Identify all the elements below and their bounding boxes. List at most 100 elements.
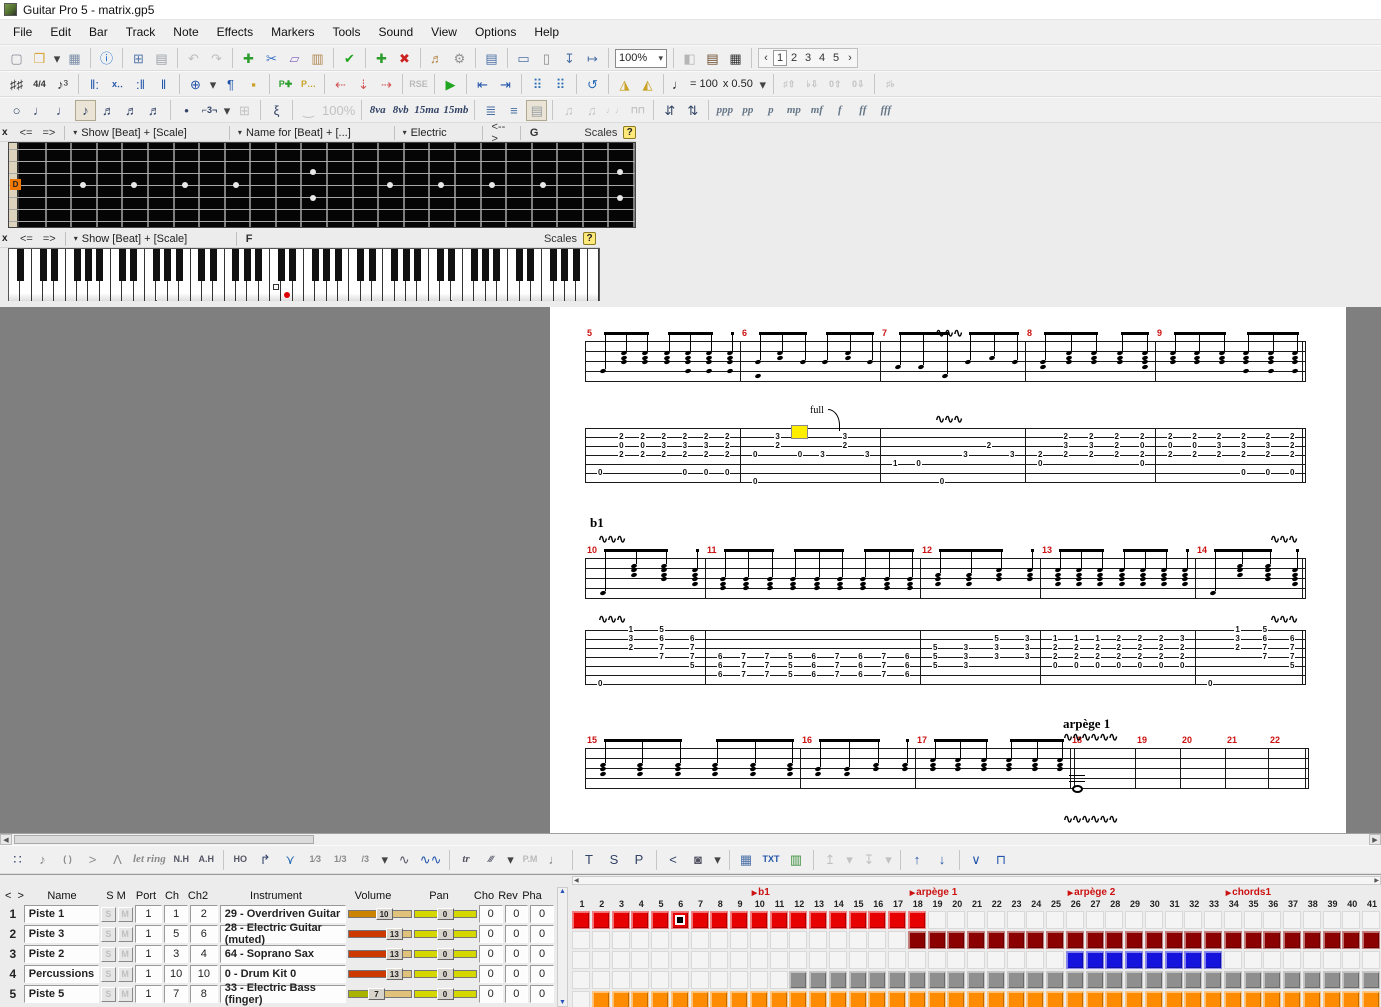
ghost-note-button[interactable]: ( ) — [63, 854, 72, 864]
timeline-cell[interactable] — [1263, 971, 1282, 989]
timeline-cell[interactable] — [789, 951, 808, 969]
timeline-cell[interactable] — [868, 991, 887, 1007]
tab-fret-number[interactable]: 0 — [752, 450, 759, 459]
scroll-down-button[interactable]: ↧ — [564, 50, 575, 66]
timeline-cell[interactable] — [749, 991, 768, 1007]
timeline-cell[interactable] — [1065, 971, 1084, 989]
timeline-cell[interactable] — [848, 991, 867, 1007]
track-row[interactable]: 4 Percussions S M 1 10 10 0 - Drum Kit 0 13 0 0 0 0 — [2, 965, 556, 983]
timeline-cell[interactable] — [690, 951, 709, 969]
timeline-marker-arpège-1[interactable]: ▶arpège 1 — [909, 887, 958, 898]
timeline-cell[interactable] — [1026, 991, 1045, 1007]
brush-up-button[interactable]: ↑ — [913, 852, 921, 867]
timeline-cell[interactable] — [888, 991, 906, 1007]
bend-button[interactable]: ↱ — [259, 852, 271, 867]
timeline-cell[interactable] — [868, 971, 887, 989]
tab-fret-number[interactable]: 2 — [1073, 643, 1080, 652]
tab-fret-number[interactable]: 2 — [1157, 634, 1165, 643]
timeline-cell[interactable] — [868, 911, 887, 929]
tab-fret-number[interactable]: 2 — [1113, 450, 1120, 459]
tab-fret-number[interactable]: 0 — [1139, 441, 1146, 450]
track-port[interactable]: 1 — [134, 925, 163, 943]
timeline-cell[interactable] — [789, 931, 808, 949]
timeline-cell[interactable] — [591, 991, 610, 1007]
tab-fret-number[interactable]: 0 — [1157, 661, 1165, 670]
timeline-cell[interactable] — [1342, 951, 1361, 969]
print-button[interactable]: ▤ — [155, 50, 168, 66]
track-name[interactable]: Piste 2 — [23, 945, 99, 963]
tab-fret-number[interactable]: 2 — [1191, 450, 1198, 459]
pan-slider[interactable]: 0 — [413, 945, 477, 963]
timeline-cell[interactable] — [710, 911, 729, 929]
tab-fret-number[interactable]: 2 — [1167, 450, 1174, 459]
tab-fret-number[interactable]: 3 — [1024, 634, 1031, 643]
timeline-cell[interactable] — [591, 951, 610, 969]
tab-fret-number[interactable]: 2 — [724, 432, 731, 441]
tab-fret-number[interactable]: 6 — [1289, 634, 1296, 643]
tab-fret-number[interactable]: 2 — [1052, 652, 1059, 661]
tab-fret-number[interactable]: 2 — [1240, 450, 1247, 459]
repeat-open-button[interactable]: ‖: — [90, 76, 99, 92]
tab-fret-number[interactable]: 2 — [1088, 432, 1095, 441]
let-ring-button[interactable]: let ring — [133, 853, 166, 865]
tremolo-picking-button[interactable]: ∕∕∕ — [488, 854, 494, 864]
tab-fret-number[interactable]: 0 — [1289, 468, 1296, 477]
track-ch[interactable]: 1 — [164, 905, 189, 923]
timeline-cell[interactable] — [1065, 931, 1084, 949]
timeline-cell[interactable] — [888, 911, 906, 929]
tab-fret-number[interactable]: 7 — [1261, 643, 1269, 652]
timeline-cell[interactable] — [1223, 911, 1242, 929]
timeline-cell[interactable] — [769, 911, 788, 929]
tab-fret-number[interactable]: 1 — [627, 625, 635, 634]
tab-fret-number[interactable]: 3 — [1179, 634, 1186, 643]
tab-fret-number[interactable]: 3 — [1009, 450, 1016, 459]
tab-fret-number[interactable]: 5 — [932, 643, 939, 652]
timeline-cell[interactable] — [947, 971, 966, 989]
track-pha[interactable]: 0 — [530, 945, 554, 963]
menu-view[interactable]: View — [431, 25, 457, 39]
track-instrument[interactable]: 64 - Soprano Sax — [219, 945, 347, 963]
timeline-cell[interactable] — [710, 991, 729, 1007]
timeline-cell[interactable] — [907, 911, 926, 929]
tab-fret-number[interactable]: 7 — [740, 652, 747, 661]
track-rev[interactable]: 0 — [504, 925, 529, 943]
menu-help[interactable]: Help — [534, 25, 560, 39]
tuplet-dropdown[interactable]: ▾ — [223, 102, 231, 118]
dynamic-f-button[interactable]: f — [838, 103, 842, 116]
keyboard-toggle-button[interactable]: ▦ — [729, 50, 742, 66]
page-setup-button[interactable]: ⊞ — [133, 50, 144, 66]
timeline-cell[interactable] — [690, 911, 709, 929]
timeline-marker-b1[interactable]: ▶b1 — [751, 887, 770, 898]
timeline-cell[interactable] — [1105, 971, 1124, 989]
keyboard-prev-beat-button[interactable]: <= — [20, 232, 33, 245]
timeline-cell[interactable] — [1184, 991, 1203, 1007]
tab-fret-number[interactable]: 5 — [932, 652, 939, 661]
tab-fret-number[interactable]: 2 — [841, 441, 849, 450]
volume-slider[interactable]: 13 — [348, 965, 412, 983]
piano-white-key[interactable] — [372, 249, 384, 301]
tab-fret-number[interactable]: 2 — [1179, 643, 1186, 652]
prev-page-button[interactable]: ‹ — [764, 52, 768, 64]
timeline-cell[interactable] — [927, 911, 946, 929]
dynamic-fff-button[interactable]: fff — [880, 103, 892, 116]
track-cho[interactable]: 0 — [478, 945, 503, 963]
volume-thumb[interactable]: 7 — [368, 988, 385, 1000]
alternate-ending-button[interactable]: x‥ — [111, 78, 123, 89]
timeline-cell[interactable] — [591, 931, 610, 949]
slide-shift-button[interactable]: 1/3 — [333, 854, 347, 864]
slide-dropdown[interactable]: ▾ — [381, 852, 388, 867]
timeline-cell[interactable] — [1263, 951, 1282, 969]
timeline-cell[interactable] — [1263, 911, 1282, 929]
pan-thumb[interactable]: 0 — [436, 968, 454, 980]
piano-black-key[interactable] — [572, 249, 580, 281]
timeline-cell[interactable] — [1184, 951, 1203, 969]
timeline-cell[interactable] — [1144, 911, 1163, 929]
tab-fret-number[interactable]: 7 — [658, 643, 665, 652]
whole-note[interactable] — [1072, 785, 1083, 793]
beam-view-3-button[interactable]: ▤ — [526, 99, 548, 121]
timeline-cell[interactable] — [1283, 991, 1301, 1007]
piano-white-key[interactable] — [417, 249, 429, 301]
timeline-cell[interactable] — [730, 931, 748, 949]
dynamic-mf-button[interactable]: mf — [810, 103, 823, 116]
delete-bar-button[interactable]: ✖ — [399, 50, 410, 66]
